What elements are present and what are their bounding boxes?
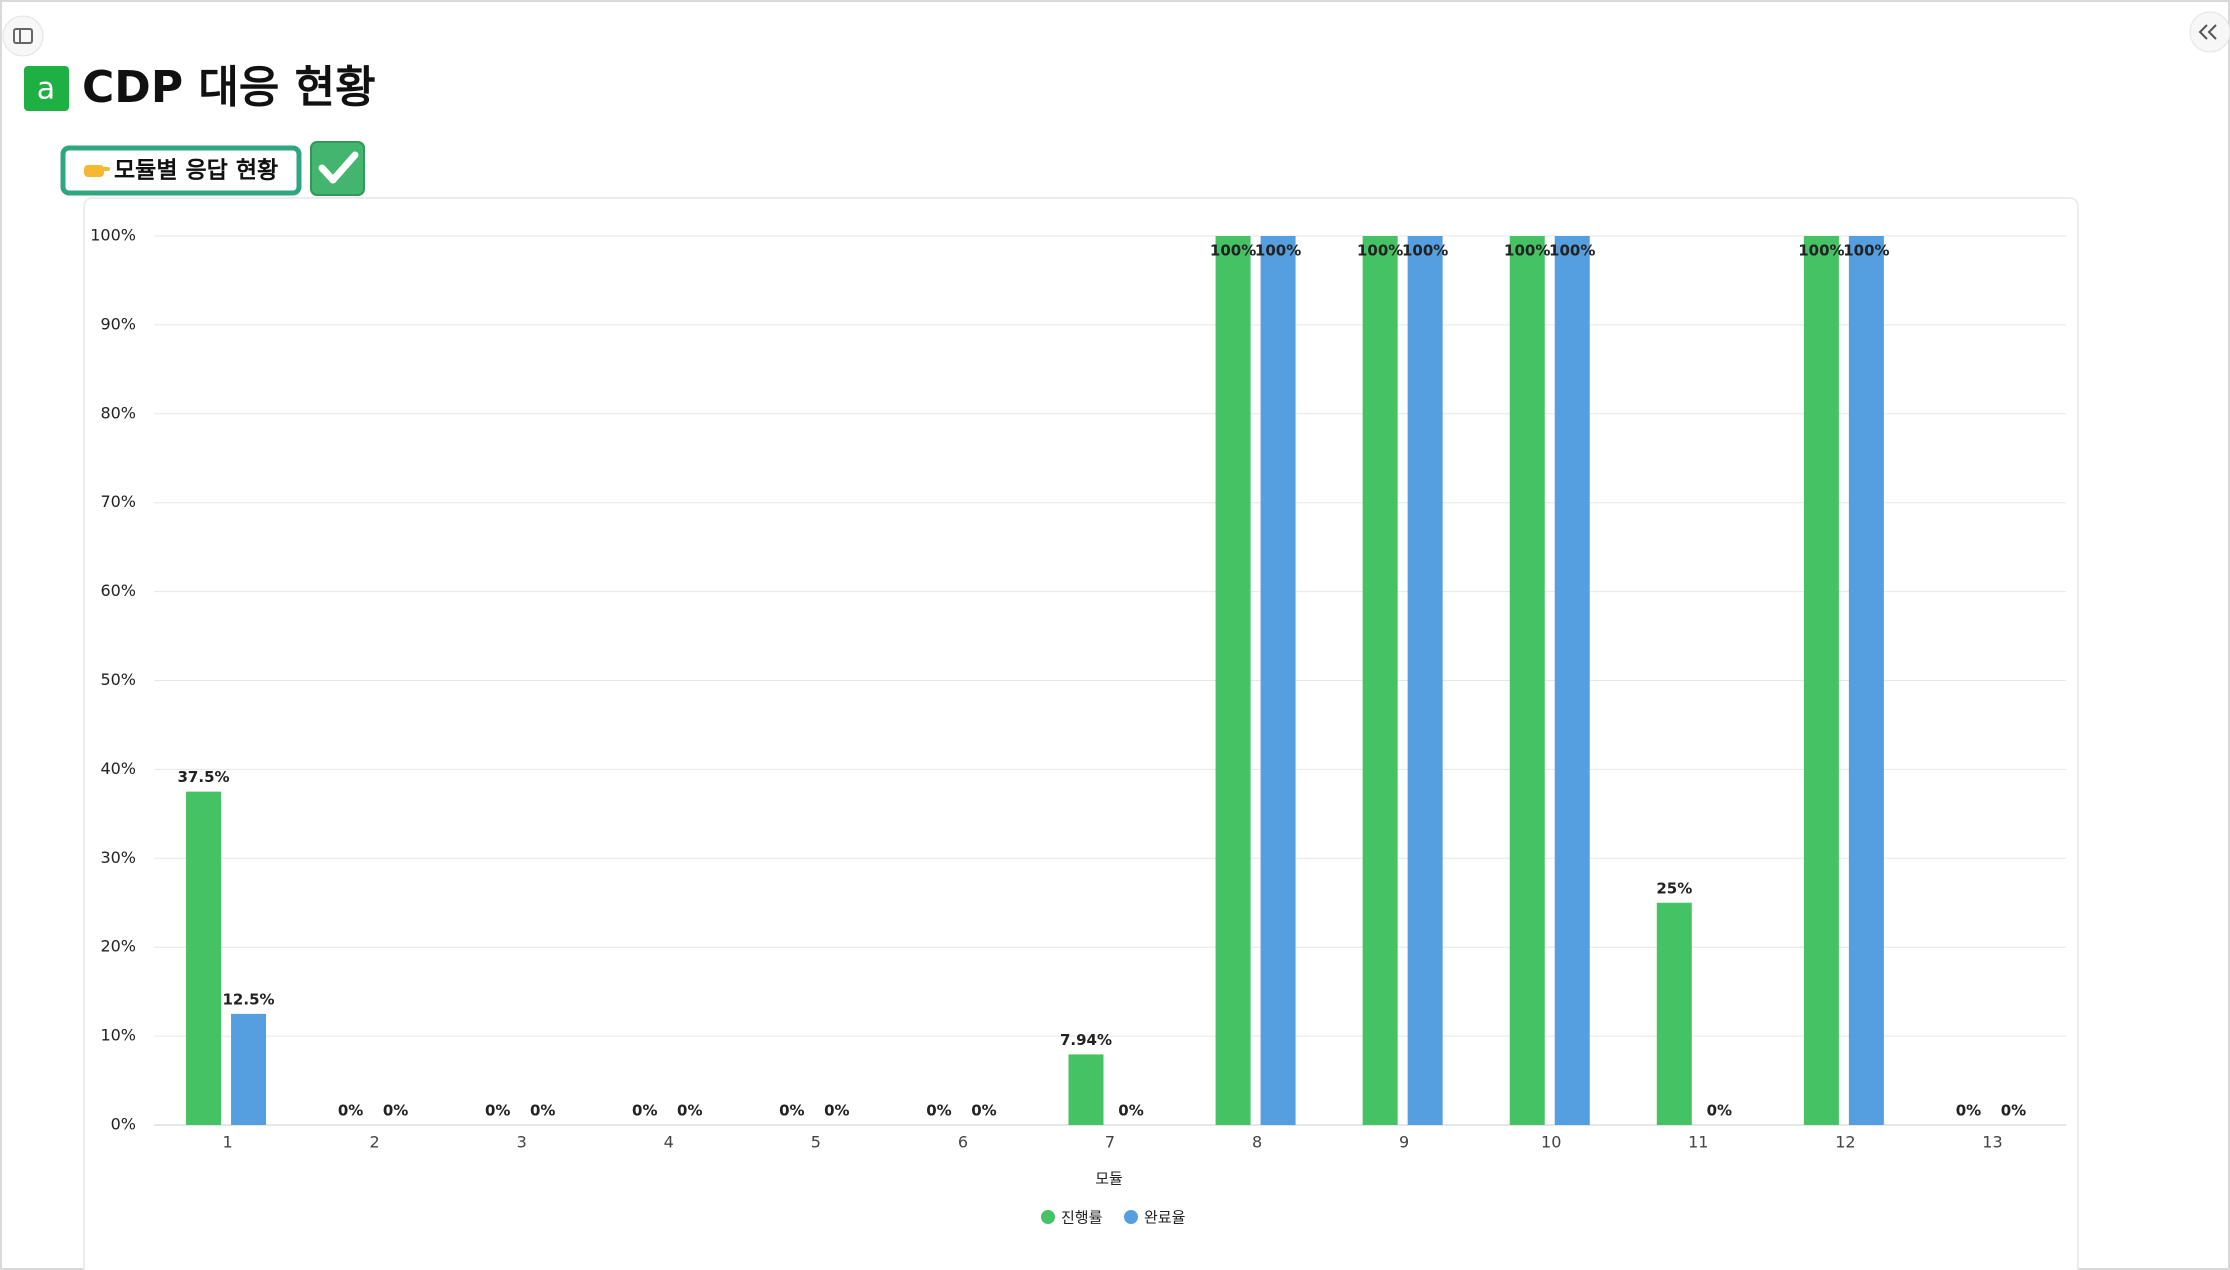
sidebar-toggle[interactable] xyxy=(2,15,44,57)
x-tick-label: 13 xyxy=(1982,1133,2002,1152)
x-tick-label: 10 xyxy=(1541,1133,1561,1152)
x-tick-label: 9 xyxy=(1399,1133,1409,1152)
data-label: 37.5% xyxy=(178,768,230,786)
bar xyxy=(231,1013,267,1125)
legend-swatch xyxy=(1041,1210,1055,1224)
data-label: 100% xyxy=(1402,242,1448,260)
data-label: 100% xyxy=(1357,242,1403,260)
data-label: 0% xyxy=(632,1102,657,1120)
bar xyxy=(1554,236,1590,1125)
legend-label: 진행률 xyxy=(1061,1209,1103,1227)
bar xyxy=(1260,236,1296,1125)
data-label: 0% xyxy=(677,1102,702,1120)
data-label: 0% xyxy=(926,1102,951,1120)
x-axis-label: 모듈 xyxy=(1095,1170,1123,1188)
x-tick-label: 4 xyxy=(664,1133,674,1152)
y-tick-label: 70% xyxy=(100,492,136,511)
bar xyxy=(186,791,222,1125)
collapse-button[interactable] xyxy=(2189,11,2230,53)
x-tick-label: 6 xyxy=(958,1133,968,1152)
bar xyxy=(1803,236,1839,1125)
y-tick-label: 40% xyxy=(100,759,136,778)
svg-text:a: a xyxy=(37,72,55,107)
data-label: 0% xyxy=(2001,1102,2026,1120)
bar xyxy=(1848,236,1884,1125)
data-label: 100% xyxy=(1798,242,1844,260)
legend-label: 완료율 xyxy=(1144,1209,1185,1227)
data-label: 100% xyxy=(1843,242,1889,260)
page-title: CDP 대응 현황 xyxy=(82,62,376,113)
x-tick-label: 5 xyxy=(811,1133,821,1152)
bar xyxy=(1362,236,1398,1125)
data-label: 25% xyxy=(1656,879,1692,897)
data-label: 12.5% xyxy=(223,990,275,1008)
bar xyxy=(1215,236,1251,1125)
legend-swatch xyxy=(1124,1210,1138,1224)
data-label: 0% xyxy=(971,1102,996,1120)
y-tick-label: 30% xyxy=(100,848,136,867)
x-tick-label: 11 xyxy=(1688,1133,1708,1152)
x-tick-label: 8 xyxy=(1252,1133,1262,1152)
data-label: 0% xyxy=(1707,1102,1732,1120)
data-label: 0% xyxy=(1956,1102,1981,1120)
data-label: 100% xyxy=(1504,242,1550,260)
data-label: 0% xyxy=(338,1102,363,1120)
data-label: 100% xyxy=(1255,242,1301,260)
data-label: 100% xyxy=(1549,242,1595,260)
bar xyxy=(1509,236,1545,1125)
data-label: 7.94% xyxy=(1060,1031,1112,1049)
x-tick-label: 7 xyxy=(1105,1133,1115,1152)
data-label: 0% xyxy=(383,1102,408,1120)
x-tick-label: 12 xyxy=(1835,1133,1855,1152)
x-tick-label: 2 xyxy=(370,1133,380,1152)
data-label: 0% xyxy=(530,1102,555,1120)
data-label: 0% xyxy=(1118,1102,1143,1120)
data-label: 100% xyxy=(1210,242,1256,260)
callout-box xyxy=(60,145,302,196)
y-tick-label: 90% xyxy=(100,314,136,333)
y-tick-label: 80% xyxy=(100,403,136,422)
y-tick-label: 20% xyxy=(100,937,136,956)
data-label: 0% xyxy=(824,1102,849,1120)
logo: a xyxy=(24,66,69,111)
y-tick-label: 100% xyxy=(90,226,136,245)
callout-label: 모듈별 응답 현황 xyxy=(114,158,278,184)
pointing-hand-icon xyxy=(84,165,110,177)
x-tick-label: 3 xyxy=(517,1133,527,1152)
y-tick-label: 10% xyxy=(100,1026,136,1045)
y-tick-label: 50% xyxy=(100,670,136,689)
y-tick-label: 60% xyxy=(100,581,136,600)
bar xyxy=(1656,902,1692,1125)
y-tick-label: 0% xyxy=(111,1115,136,1134)
data-label: 0% xyxy=(485,1102,510,1120)
bar xyxy=(1407,236,1443,1125)
x-tick-label: 1 xyxy=(222,1133,232,1152)
check-icon xyxy=(310,141,365,196)
data-label: 0% xyxy=(779,1102,804,1120)
bar xyxy=(1068,1054,1104,1125)
